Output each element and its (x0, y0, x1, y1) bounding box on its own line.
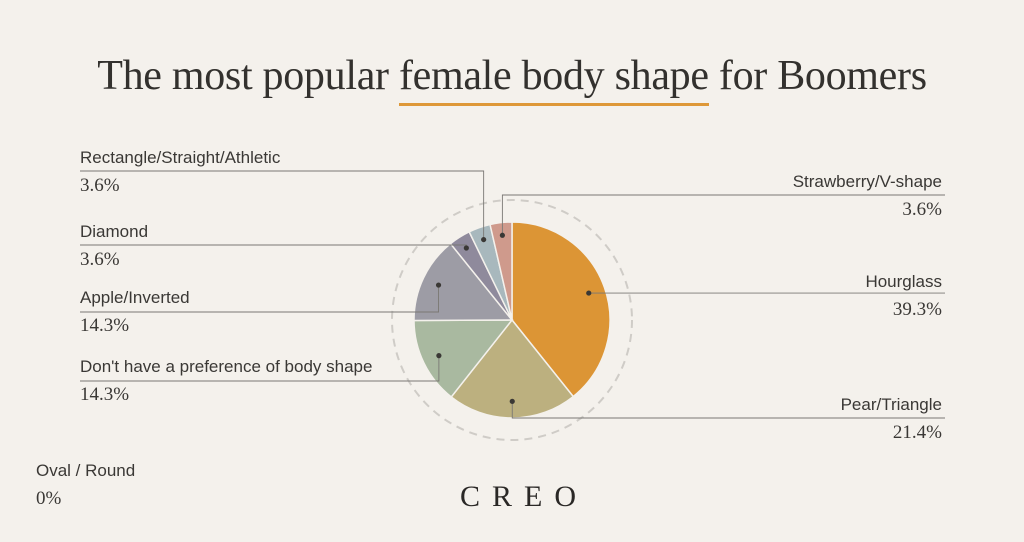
value-rectangle: 3.6% (80, 175, 120, 196)
leader-dot-apple (435, 282, 442, 288)
title-highlight: female body shape (398, 53, 709, 106)
leader-dot-rectangle (481, 236, 487, 243)
leader-line-rectangle (80, 170, 485, 240)
value-strawberry: 3.6% (902, 199, 942, 220)
value-hourglass: 39.3% (892, 299, 942, 320)
label-no-preference: Don't have a preference of body shape (80, 357, 373, 376)
leader-dot-pear (509, 398, 515, 404)
pie-slice-hourglass (511, 221, 611, 398)
label-rectangle: Rectangle/Straight/Athletic (80, 148, 281, 167)
value-oval: 0% (36, 488, 62, 509)
label-oval: Oval / Round (36, 461, 136, 480)
leader-line-pear (511, 401, 945, 419)
value-diamond: 3.6% (80, 249, 120, 270)
leader-line-apple (80, 285, 439, 313)
title-before: The most popular (97, 53, 399, 99)
leader-dot-hourglass (586, 290, 592, 296)
leader-line-no-preference (80, 355, 440, 382)
leader-line-diamond (80, 244, 467, 248)
leader-line-strawberry (501, 194, 945, 236)
label-hourglass: Hourglass (865, 272, 942, 291)
leader-dot-no-preference (436, 353, 442, 359)
leader-dot-diamond (463, 245, 469, 251)
title-after: for Boomers (708, 53, 927, 99)
pie-dashed-ring (391, 199, 633, 441)
label-pear: Pear/Triangle (840, 395, 942, 414)
brand-logo: CREO (459, 480, 588, 513)
value-apple: 14.3% (80, 315, 130, 336)
value-no-preference: 14.3% (80, 384, 130, 405)
pie-slice-strawberry (489, 221, 513, 321)
leader-dot-strawberry (499, 232, 505, 238)
chart-title: The most popular female body shape for B… (0, 52, 1024, 106)
label-strawberry: Strawberry/V-shape (792, 172, 942, 191)
value-pear: 21.4% (892, 422, 942, 443)
label-diamond: Diamond (80, 222, 149, 241)
label-apple: Apple/Inverted (80, 288, 190, 307)
